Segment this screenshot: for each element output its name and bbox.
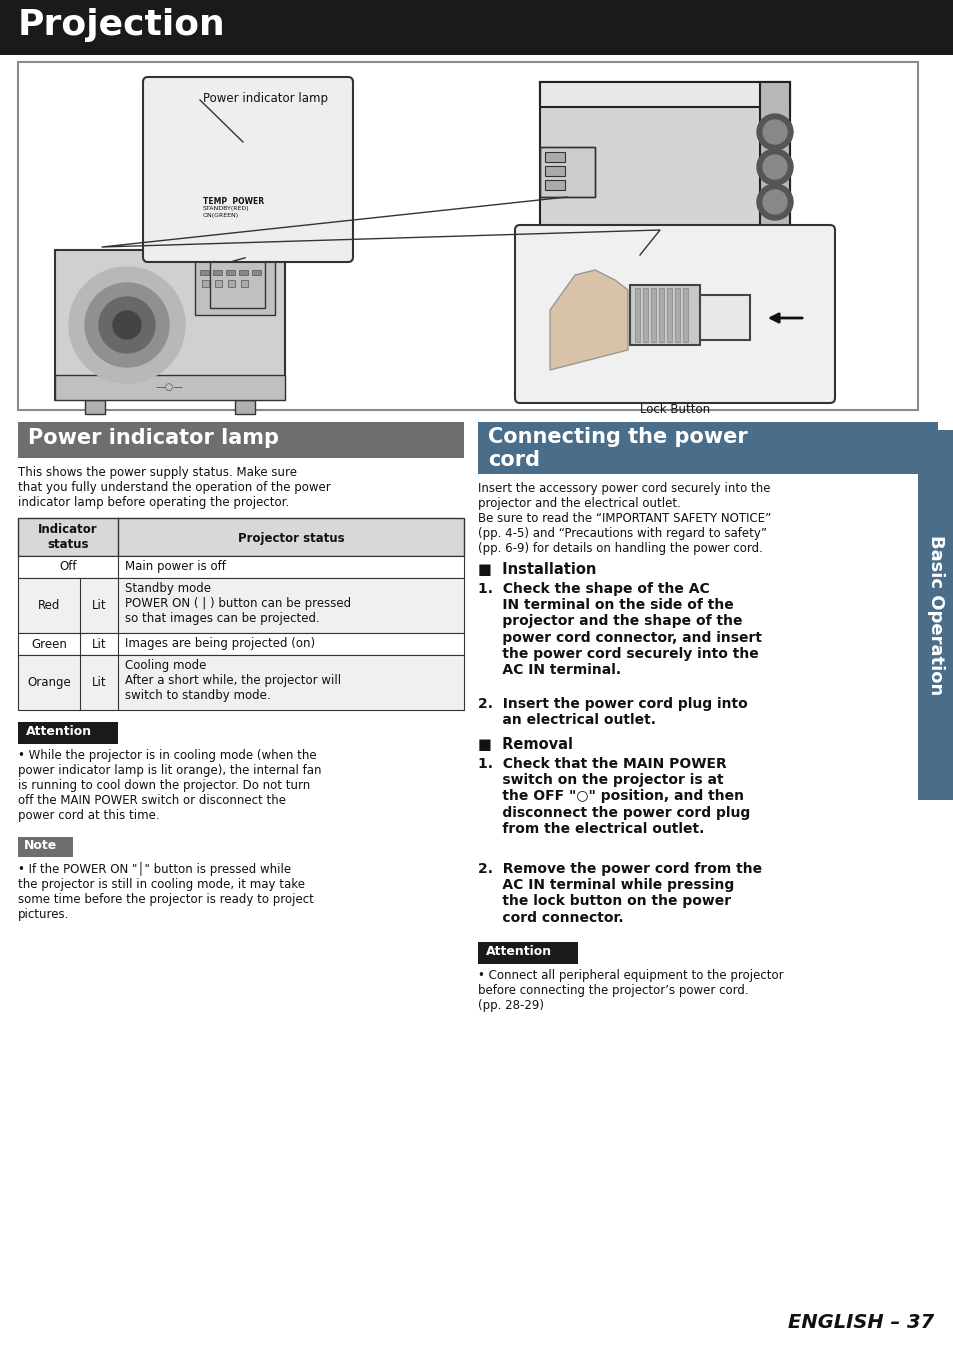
Text: STANDBY(RED): STANDBY(RED) (203, 207, 250, 211)
Bar (539, 147, 595, 197)
Bar (18, 837, 73, 857)
Text: Connecting the power
cord: Connecting the power cord (488, 427, 747, 470)
Text: 2.  Remove the power cord from the
     AC IN terminal while pressing
     the l: 2. Remove the power cord from the AC IN … (477, 863, 761, 925)
Text: • While the projector is in cooling mode (when the
power indicator lamp is lit o: • While the projector is in cooling mode… (18, 749, 321, 822)
Text: Lit: Lit (91, 676, 106, 688)
Bar (218, 136, 230, 192)
Bar (210, 258, 265, 308)
Text: ENGLISH – 37: ENGLISH – 37 (787, 1314, 933, 1332)
Bar (18, 722, 118, 744)
Bar (18, 556, 463, 578)
Bar (237, 136, 250, 192)
Text: Projector status: Projector status (237, 532, 344, 545)
Text: Orange: Orange (27, 676, 71, 688)
Text: Lit: Lit (91, 599, 106, 612)
Bar (635, 288, 639, 342)
Bar (18, 62, 917, 410)
Text: Projection: Projection (18, 8, 226, 42)
Bar (18, 423, 463, 458)
Text: Standby mode
POWER ON ( | ) button can be pressed
so that images can be projecte: Standby mode POWER ON ( | ) button can b… (125, 582, 351, 625)
Text: 1.  Check the shape of the AC
     IN terminal on the side of the
     projector: 1. Check the shape of the AC IN terminal… (477, 582, 761, 676)
Bar (241, 279, 248, 288)
Bar (675, 288, 679, 342)
Circle shape (762, 155, 786, 180)
Circle shape (762, 190, 786, 215)
Text: Lock Button: Lock Button (639, 404, 709, 416)
Bar (18, 518, 463, 556)
Bar (544, 180, 564, 190)
Bar (0, 0, 953, 55)
Text: ■  Removal: ■ Removal (477, 737, 573, 752)
Bar (544, 153, 564, 162)
Bar (666, 288, 671, 342)
Circle shape (757, 148, 792, 185)
Text: Indicator
status: Indicator status (38, 522, 98, 551)
Circle shape (85, 284, 169, 367)
Bar (477, 942, 578, 964)
Text: 1.  Check that the MAIN POWER
     switch on the projector is at
     the OFF "○: 1. Check that the MAIN POWER switch on t… (477, 757, 749, 836)
Bar (659, 288, 663, 342)
Bar (477, 423, 937, 474)
Text: Green: Green (31, 637, 67, 651)
Bar (544, 166, 564, 176)
Bar (682, 288, 687, 342)
Circle shape (757, 113, 792, 150)
Circle shape (757, 184, 792, 220)
Text: ■  Installation: ■ Installation (477, 562, 596, 576)
Bar (700, 296, 749, 340)
Bar (214, 279, 222, 288)
Text: TEMP  POWER: TEMP POWER (203, 197, 264, 207)
Text: Red: Red (38, 599, 60, 612)
Text: Power indicator lamp: Power indicator lamp (28, 428, 278, 448)
Text: Insert the accessory power cord securely into the
projector and the electrical o: Insert the accessory power cord securely… (477, 482, 770, 555)
Polygon shape (760, 82, 789, 227)
Text: Basic Operation: Basic Operation (926, 535, 944, 695)
Bar (55, 375, 285, 400)
Bar (917, 431, 953, 801)
Text: Cooling mode
After a short while, the projector will
switch to standby mode.: Cooling mode After a short while, the pr… (125, 659, 341, 702)
Polygon shape (539, 82, 789, 107)
Polygon shape (550, 270, 627, 370)
Bar (18, 655, 463, 710)
Text: Power indicator lamp: Power indicator lamp (203, 92, 328, 105)
Text: 2.  Insert the power cord plug into
     an electrical outlet.: 2. Insert the power cord plug into an el… (477, 697, 747, 728)
Circle shape (99, 297, 154, 352)
Text: • If the POWER ON "│" button is pressed while
the projector is still in cooling : • If the POWER ON "│" button is pressed … (18, 863, 314, 921)
Bar (85, 400, 105, 414)
Text: Attention: Attention (26, 725, 92, 738)
Bar (18, 633, 463, 655)
Bar (234, 400, 254, 414)
Text: ON(GREEN): ON(GREEN) (203, 213, 239, 217)
Bar (18, 578, 463, 633)
Text: Off: Off (59, 560, 76, 574)
Bar (257, 136, 270, 192)
Text: Main power is off: Main power is off (125, 560, 226, 572)
Circle shape (69, 267, 185, 383)
Bar (55, 250, 285, 400)
Bar (200, 270, 209, 275)
Text: • Connect all peripheral equipment to the projector
before connecting the projec: • Connect all peripheral equipment to th… (477, 969, 782, 1012)
Text: This shows the power supply status. Make sure
that you fully understand the oper: This shows the power supply status. Make… (18, 466, 331, 509)
Circle shape (112, 310, 141, 339)
FancyBboxPatch shape (143, 77, 353, 262)
Text: Lit: Lit (91, 637, 106, 651)
FancyBboxPatch shape (515, 225, 834, 404)
Bar (650, 288, 656, 342)
Bar (213, 270, 222, 275)
Text: Attention: Attention (485, 945, 552, 958)
Bar (226, 270, 234, 275)
Bar (629, 285, 700, 346)
Bar (539, 147, 595, 197)
Text: Images are being projected (on): Images are being projected (on) (125, 637, 314, 649)
Circle shape (762, 120, 786, 144)
Bar (539, 82, 789, 238)
Bar (252, 270, 261, 275)
Bar (239, 270, 248, 275)
Text: —○—: —○— (156, 382, 184, 391)
Text: Note: Note (24, 838, 57, 852)
Bar (228, 279, 234, 288)
Bar (202, 279, 209, 288)
Bar (194, 255, 274, 315)
Bar (642, 288, 647, 342)
